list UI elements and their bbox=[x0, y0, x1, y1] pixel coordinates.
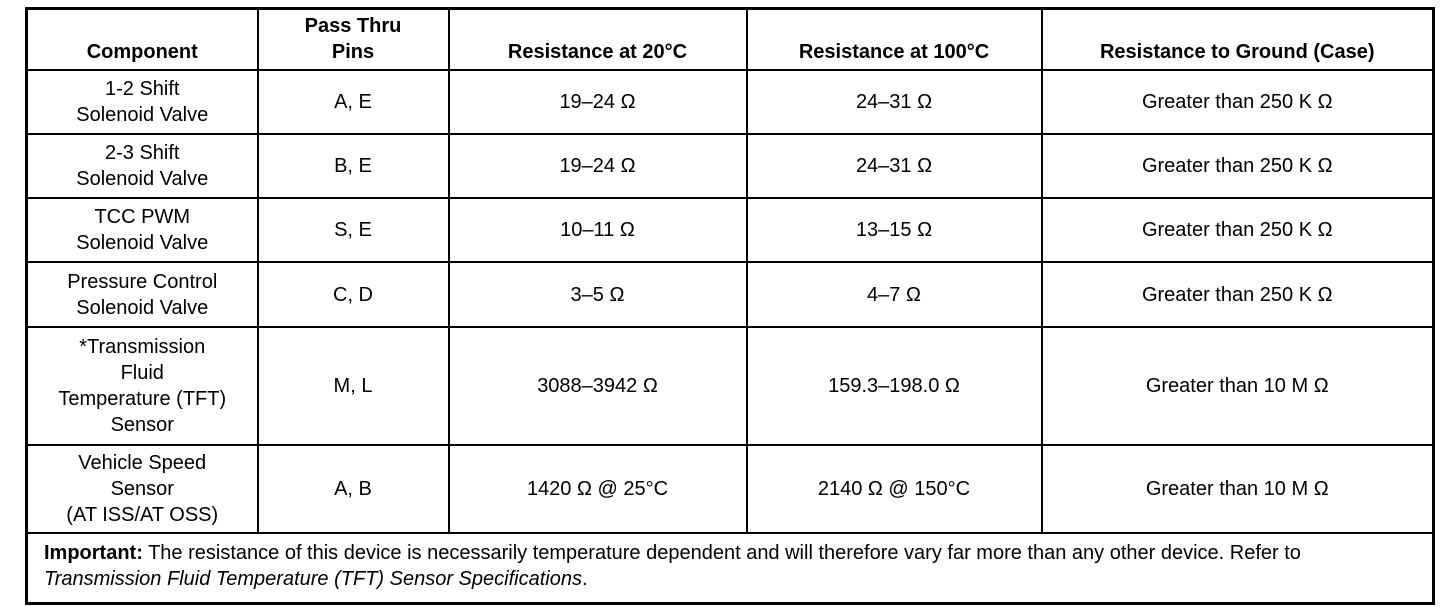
note-row: Important: The resistance of this device… bbox=[25, 532, 1435, 605]
cell-text: Greater than 250 K Ω bbox=[1141, 155, 1333, 177]
table-cell: Greater than 250 K Ω bbox=[1040, 261, 1435, 328]
table-cell: 2-3 Shift Solenoid Valve bbox=[25, 133, 259, 199]
table-cell: 10–11 Ω bbox=[447, 197, 748, 263]
table-cell: Greater than 250 K Ω bbox=[1040, 197, 1435, 263]
table-body: 1-2 Shift Solenoid Valve A, E 19–24 Ω 24–31 … bbox=[25, 69, 1435, 605]
note-reference: Transmission Fluid Temperature (TFT) Sen… bbox=[44, 568, 582, 590]
cell-text: Solenoid Valve bbox=[76, 104, 209, 126]
cell-text: Greater than 10 M Ω bbox=[1145, 478, 1329, 500]
cell-text: Fluid bbox=[120, 362, 164, 384]
table-cell: S, E bbox=[256, 197, 450, 263]
table-row: Vehicle Speed Sensor (AT ISS/AT OSS) A, B 14… bbox=[25, 444, 1435, 534]
cell-text: 19–24 Ω bbox=[559, 91, 636, 113]
table-cell: 1420 Ω @ 25°C bbox=[447, 444, 748, 534]
header-text: Pins bbox=[331, 41, 375, 63]
table-cell: 19–24 Ω bbox=[447, 69, 748, 135]
header-text: Pass Thru bbox=[304, 15, 402, 37]
table-cell: *Transmission Fluid Temperature (TFT) Senso… bbox=[25, 326, 259, 446]
header-text: Resistance at 100°C bbox=[798, 41, 990, 63]
cell-text: Vehicle Speed bbox=[78, 452, 207, 474]
table-cell: Vehicle Speed Sensor (AT ISS/AT OSS) bbox=[25, 444, 259, 534]
table-row: *Transmission Fluid Temperature (TFT) Senso… bbox=[25, 326, 1435, 446]
cell-text: S, E bbox=[334, 219, 372, 241]
cell-text: 24–31 Ω bbox=[855, 91, 933, 113]
cell-text: 24–31 Ω bbox=[855, 155, 933, 177]
cell-text: Solenoid Valve bbox=[76, 168, 209, 190]
cell-text: B, E bbox=[334, 155, 372, 177]
cell-text: Greater than 10 M Ω bbox=[1145, 375, 1329, 397]
cell-text: Sensor bbox=[110, 478, 174, 500]
cell-text: Sensor bbox=[110, 414, 174, 436]
header-cell: Component bbox=[25, 7, 259, 71]
table-cell: 3088–3942 Ω bbox=[447, 326, 748, 446]
table-cell: Pressure Control Solenoid Valve bbox=[25, 261, 259, 328]
header-cell: Resistance to Ground (Case) bbox=[1040, 7, 1435, 71]
cell-text: *Transmission bbox=[79, 336, 206, 358]
header-text: Component bbox=[86, 41, 198, 63]
table-cell: 24–31 Ω bbox=[745, 69, 1043, 135]
table-cell: 19–24 Ω bbox=[447, 133, 748, 199]
cell-text: 2-3 Shift bbox=[105, 142, 180, 164]
table-cell: A, E bbox=[256, 69, 450, 135]
cell-text: 3–5 Ω bbox=[570, 283, 625, 306]
cell-text: Temperature (TFT) bbox=[58, 388, 227, 410]
note-text: The resistance of this device is necessa… bbox=[148, 542, 1301, 564]
table-cell: 1-2 Shift Solenoid Valve bbox=[25, 69, 259, 135]
table-cell: A, B bbox=[256, 444, 450, 534]
cell-text: M, L bbox=[333, 375, 373, 397]
spec-table: Component Pass Thru Pins Resistance at 20°C… bbox=[25, 7, 1435, 605]
header-cell: Pass Thru Pins bbox=[256, 7, 450, 71]
table-cell: 24–31 Ω bbox=[745, 133, 1043, 199]
table-cell: 13–15 Ω bbox=[745, 197, 1043, 263]
cell-text: Greater than 250 K Ω bbox=[1141, 283, 1333, 306]
cell-text: 13–15 Ω bbox=[855, 219, 933, 241]
header-cell: Resistance at 20°C bbox=[447, 7, 748, 71]
cell-text: Greater than 250 K Ω bbox=[1141, 219, 1333, 241]
cell-text: C, D bbox=[333, 283, 373, 306]
cell-text: A, E bbox=[334, 91, 372, 113]
header-text: Resistance to Ground (Case) bbox=[1099, 41, 1375, 63]
cell-text: TCC PWM bbox=[94, 206, 191, 228]
cell-text: 3088–3942 Ω bbox=[537, 375, 658, 397]
cell-text: 2140 Ω @ 150°C bbox=[817, 478, 971, 500]
table-cell: 159.3–198.0 Ω bbox=[745, 326, 1043, 446]
cell-text: Solenoid Valve bbox=[76, 296, 209, 319]
table-row: 1-2 Shift Solenoid Valve A, E 19–24 Ω 24–31 … bbox=[25, 69, 1435, 135]
table-cell: M, L bbox=[256, 326, 450, 446]
table-cell: 4–7 Ω bbox=[745, 261, 1043, 328]
note-cell: Important: The resistance of this device… bbox=[25, 532, 1435, 605]
header-text: Resistance at 20°C bbox=[507, 41, 688, 63]
table-cell: TCC PWM Solenoid Valve bbox=[25, 197, 259, 263]
header-row: Component Pass Thru Pins Resistance at 20°C… bbox=[25, 7, 1435, 71]
cell-text: 1-2 Shift bbox=[105, 78, 180, 100]
cell-text: Solenoid Valve bbox=[76, 232, 209, 254]
cell-text: 19–24 Ω bbox=[559, 155, 636, 177]
table-cell: Greater than 10 M Ω bbox=[1040, 444, 1435, 534]
table-cell: 3–5 Ω bbox=[447, 261, 748, 328]
note-label: Important: bbox=[44, 542, 143, 564]
cell-text: 1420 Ω @ 25°C bbox=[526, 478, 669, 500]
cell-text: Greater than 250 K Ω bbox=[1141, 91, 1333, 113]
table-cell: Greater than 250 K Ω bbox=[1040, 133, 1435, 199]
table-cell: Greater than 10 M Ω bbox=[1040, 326, 1435, 446]
table-cell: B, E bbox=[256, 133, 450, 199]
table-cell: Greater than 250 K Ω bbox=[1040, 69, 1435, 135]
cell-text: 159.3–198.0 Ω bbox=[828, 375, 960, 397]
table-cell: C, D bbox=[256, 261, 450, 328]
header-cell: Resistance at 100°C bbox=[745, 7, 1043, 71]
cell-text: Pressure Control bbox=[67, 270, 218, 293]
table-cell: 2140 Ω @ 150°C bbox=[745, 444, 1043, 534]
table-row: Pressure Control Solenoid Valve C, D 3–5 Ω 4… bbox=[25, 261, 1435, 328]
cell-text: (AT ISS/AT OSS) bbox=[66, 504, 219, 526]
cell-text: A, B bbox=[334, 478, 372, 500]
table-row: TCC PWM Solenoid Valve S, E 10–11 Ω 13–15 Ω G… bbox=[25, 197, 1435, 263]
note-end: . bbox=[581, 568, 588, 590]
table-row: 2-3 Shift Solenoid Valve B, E 19–24 Ω 24–31 … bbox=[25, 133, 1435, 199]
cell-text: 10–11 Ω bbox=[560, 219, 635, 241]
cell-text: 4–7 Ω bbox=[867, 283, 921, 306]
